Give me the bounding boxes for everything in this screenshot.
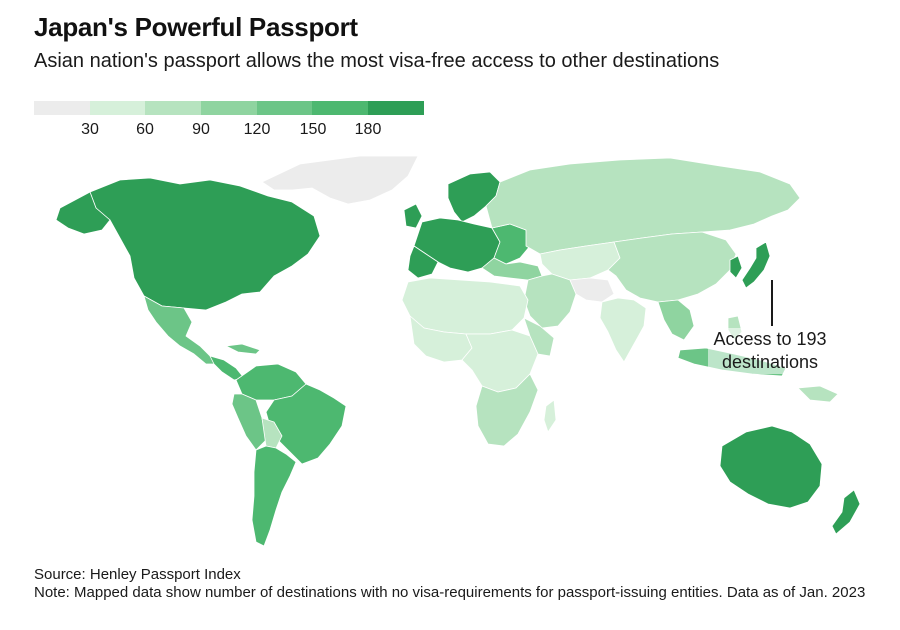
region-iberia [407,245,439,279]
legend-swatch-6 [368,101,424,115]
legend-swatch-0 [34,101,90,115]
region-alaska [55,191,111,235]
region-papua [797,385,839,403]
region-australia [719,425,823,509]
annotation-leader-line [771,280,773,326]
region-middle-east [523,273,577,329]
world-map-svg [55,155,861,547]
region-southeast-asia-mainland [657,299,695,341]
page-subtitle: Asian nation's passport allows the most … [34,50,720,72]
region-southern-africa [475,373,539,447]
legend-tick-60: 60 [136,121,154,138]
legend-swatch-3 [201,101,257,115]
legend-tick-180: 180 [354,121,382,138]
region-uk-ireland [403,203,423,229]
legend-tick-90: 90 [192,121,210,138]
legend-swatch-2 [145,101,202,115]
methodology-note: Note: Mapped data show number of destina… [34,584,866,601]
legend-swatch-1 [89,101,146,115]
region-east-africa [523,317,555,357]
region-central-america [209,355,245,381]
region-balkans-turkey [481,257,543,281]
region-ecuador-peru [231,393,267,451]
region-india [599,297,647,363]
legend-swatch-5 [312,101,369,115]
legend-tick-30: 30 [81,121,99,138]
region-china [607,231,737,303]
region-japan [741,241,771,289]
legend-swatch-bar [34,101,424,115]
page-title: Japan's Powerful Passport [34,12,358,42]
annotation-line-2: destinations [721,352,819,372]
region-caribbean [225,343,261,355]
legend-tick-150: 150 [299,121,327,138]
region-korea [729,255,743,279]
legend-swatch-4 [256,101,313,115]
japan-annotation: Access to 193 destinations [708,328,832,374]
legend-tick-120: 120 [243,121,271,138]
color-legend: 30 60 90 120 150 180 [34,101,424,141]
region-new-zealand [831,489,861,535]
world-map [30,150,900,560]
region-canada-north-america [89,177,321,311]
annotation-line-1: Access to 193 [713,329,827,349]
region-argentina-chile [251,445,297,547]
region-madagascar [543,399,557,433]
source-note: Source: Henley Passport Index [34,566,241,583]
region-iran-afghanistan [569,277,615,303]
region-greenland [261,155,419,205]
footer: Source: Henley Passport Index Note: Mapp… [34,566,874,602]
